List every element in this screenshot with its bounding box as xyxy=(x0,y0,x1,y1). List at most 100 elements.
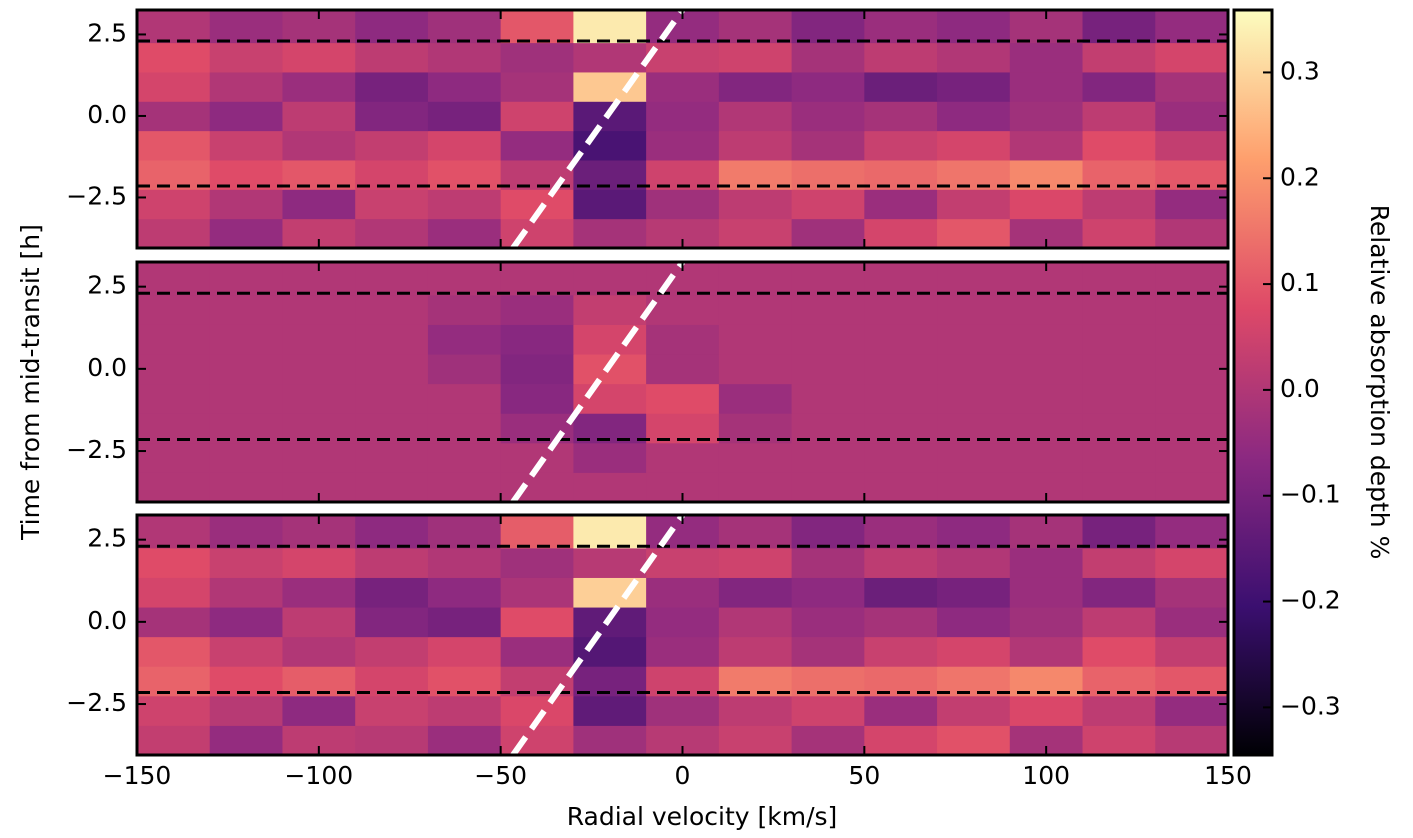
heatmap-cell xyxy=(937,354,1011,385)
heatmap-cell xyxy=(282,577,356,608)
heatmap-cell xyxy=(1155,607,1229,638)
heatmap-cell xyxy=(427,218,502,249)
heatmap-cell xyxy=(137,354,211,385)
heatmap-cell xyxy=(209,130,283,161)
heatmap-cell xyxy=(791,725,865,756)
heatmap-cell xyxy=(791,472,865,503)
heatmap-cell xyxy=(1009,324,1084,355)
heatmap-cell xyxy=(282,189,356,220)
heatmap-cell xyxy=(1155,294,1229,325)
x-axis-label: Radial velocity [km/s] xyxy=(567,802,838,831)
heatmap-cell xyxy=(1082,101,1156,132)
heatmap-cell xyxy=(355,725,429,756)
heatmap-cell xyxy=(646,324,720,355)
heatmap-cell xyxy=(718,324,793,355)
heatmap-cell xyxy=(1009,189,1084,220)
heatmap-cell xyxy=(864,725,938,756)
heatmap-cell xyxy=(209,10,283,44)
heatmap-cell xyxy=(137,383,211,414)
heatmap-cell xyxy=(500,130,574,161)
heatmap-cell xyxy=(282,607,356,638)
heatmap-cell xyxy=(209,324,283,355)
heatmap-cell xyxy=(718,130,793,161)
heatmap-cell xyxy=(1009,695,1084,726)
heatmap-cell xyxy=(864,695,938,726)
heatmap-cell xyxy=(573,42,647,73)
heatmap-cell xyxy=(500,262,574,296)
colorbar-tick-label: −0.2 xyxy=(1280,586,1341,615)
heatmap-cell xyxy=(573,294,647,325)
heatmap-cell xyxy=(1155,262,1229,296)
heatmap-cell xyxy=(427,324,502,355)
heatmap-cell xyxy=(137,695,211,726)
heatmap-cell xyxy=(209,383,283,414)
heatmap-cell xyxy=(937,218,1011,249)
heatmap-cell xyxy=(355,577,429,608)
y-tick-label: 0.0 xyxy=(87,606,127,635)
heatmap-cell xyxy=(209,42,283,73)
heatmap-cell xyxy=(791,10,865,44)
heatmap-cell xyxy=(573,262,647,296)
y-tick-label: 2.5 xyxy=(87,524,127,553)
heatmap-cell xyxy=(1155,324,1229,355)
heatmap-cell xyxy=(718,607,793,638)
heatmap-cell xyxy=(937,10,1011,44)
x-tick-label: −100 xyxy=(284,761,353,790)
heatmap-cell xyxy=(937,547,1011,578)
heatmap-cell xyxy=(864,383,938,414)
heatmap-cell xyxy=(427,725,502,756)
heatmap-cell xyxy=(500,42,574,73)
heatmap-cell xyxy=(137,577,211,608)
y-tick-label: 0.0 xyxy=(87,353,127,382)
heatmap-cell xyxy=(937,695,1011,726)
heatmap-cell xyxy=(1155,636,1229,667)
heatmap-cell xyxy=(718,42,793,73)
heatmap-cell xyxy=(1155,42,1229,73)
heatmap-cell xyxy=(355,547,429,578)
heatmap-cell xyxy=(209,577,283,608)
heatmap-cell xyxy=(573,10,647,44)
heatmap-cell xyxy=(646,383,720,414)
heatmap-cell xyxy=(573,442,647,473)
heatmap-cell xyxy=(864,547,938,578)
heatmap-cell xyxy=(573,515,647,549)
colorbar-tick-label: 0.2 xyxy=(1280,162,1320,191)
heatmap-cell xyxy=(864,636,938,667)
heatmap-cell xyxy=(1082,354,1156,385)
heatmap-cell xyxy=(937,383,1011,414)
heatmap-cell xyxy=(864,472,938,503)
heatmap-cell xyxy=(864,294,938,325)
heatmap-cell xyxy=(1155,101,1229,132)
heatmap-cell xyxy=(646,442,720,473)
heatmap-cell xyxy=(573,547,647,578)
heatmap-cell xyxy=(791,607,865,638)
heatmap-cell xyxy=(718,725,793,756)
heatmap-cell xyxy=(209,636,283,667)
heatmap-cell xyxy=(646,42,720,73)
heatmap-cell xyxy=(646,547,720,578)
heatmap-cell xyxy=(937,262,1011,296)
heatmap-cell xyxy=(1155,725,1229,756)
heatmap-cell xyxy=(864,442,938,473)
heatmap-cell xyxy=(282,294,356,325)
heatmap-cell xyxy=(282,324,356,355)
heatmap-cell xyxy=(718,515,793,549)
heatmap-cell xyxy=(718,101,793,132)
heatmap-cell xyxy=(791,383,865,414)
heatmap-cell xyxy=(791,577,865,608)
heatmap-cell xyxy=(573,725,647,756)
heatmap-cell xyxy=(137,324,211,355)
heatmap-cell xyxy=(864,42,938,73)
heatmap-cell xyxy=(718,71,793,102)
heatmap-cell xyxy=(791,695,865,726)
heatmap-cell xyxy=(427,442,502,473)
heatmap-cell xyxy=(209,725,283,756)
heatmap-cell xyxy=(209,101,283,132)
heatmap-cell xyxy=(282,130,356,161)
heatmap-cell xyxy=(355,101,429,132)
colorbar-frame xyxy=(1232,8,1274,757)
heatmap-cell xyxy=(355,695,429,726)
heatmap-cell xyxy=(282,354,356,385)
heatmap-cell xyxy=(137,218,211,249)
heatmap-cell xyxy=(282,442,356,473)
